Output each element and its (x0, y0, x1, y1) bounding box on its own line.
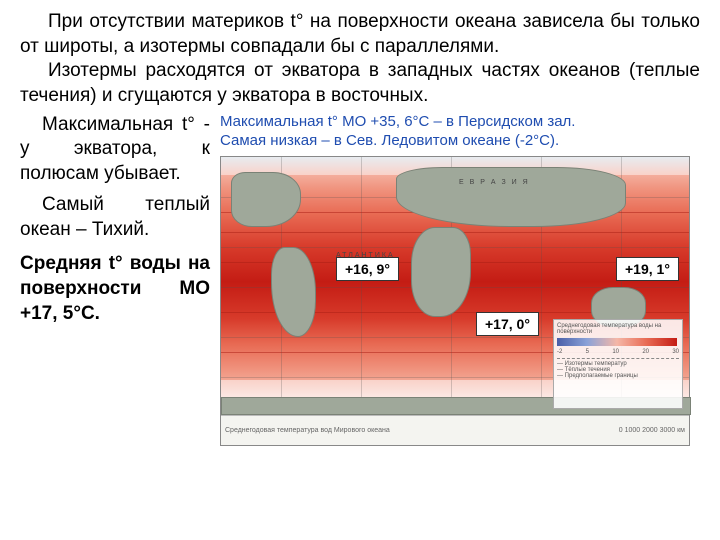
left-para-2: Самый теплый океан – Тихий. (20, 193, 210, 242)
map-footer: Среднегодовая температура вод Мирового о… (221, 415, 689, 445)
region-label-eurasia: Е В Р А З И Я (459, 179, 530, 186)
temp-label-pacific: +19, 1° (616, 257, 679, 281)
legend-ticks: -25102030 (557, 349, 679, 355)
continent-africa (411, 227, 471, 317)
blue-annotation-2: Самая низкая – в Сев. Ледовитом океане (… (220, 132, 700, 151)
blue-annotation-1: Максимальная t° МО +35, 6°С – в Персидск… (220, 113, 700, 132)
left-column: Максимальная t° - у экватора, к полюсам … (20, 113, 220, 447)
map-legend: Среднегодовая температура воды на поверх… (553, 319, 683, 409)
continent-eurasia (396, 167, 626, 227)
continent-namerica (231, 172, 301, 227)
world-temperature-map: Е В Р А З И Я АТЛАНТИКА +16, 9° +19, 1° … (220, 156, 690, 446)
two-column-layout: Максимальная t° - у экватора, к полюсам … (20, 113, 700, 447)
map-footer-title: Среднегодовая температура вод Мирового о… (225, 427, 390, 434)
right-column: Максимальная t° МО +35, 6°С – в Персидск… (220, 113, 700, 447)
gridline (361, 157, 362, 417)
legend-title: Среднегодовая температура воды на поверх… (557, 323, 679, 335)
legend-gradient (557, 338, 677, 346)
paragraph-1: При отсутствии материков t° на поверхнос… (20, 10, 700, 59)
map-footer-scale: 0 1000 2000 3000 км (619, 427, 685, 434)
paragraph-2: Изотермы расходятся от экватора в западн… (20, 59, 700, 108)
left-para-bold: Средняя t° воды на поверхности МО +17, 5… (20, 252, 210, 326)
temp-label-atlantic: +16, 9° (336, 257, 399, 281)
temp-label-indian: +17, 0° (476, 312, 539, 336)
left-para-1: Максимальная t° - у экватора, к полюсам … (20, 113, 210, 187)
legend-line-1: — Изотермы температур (557, 358, 679, 367)
legend-line-3: — Предполагаемые границы (557, 373, 679, 379)
